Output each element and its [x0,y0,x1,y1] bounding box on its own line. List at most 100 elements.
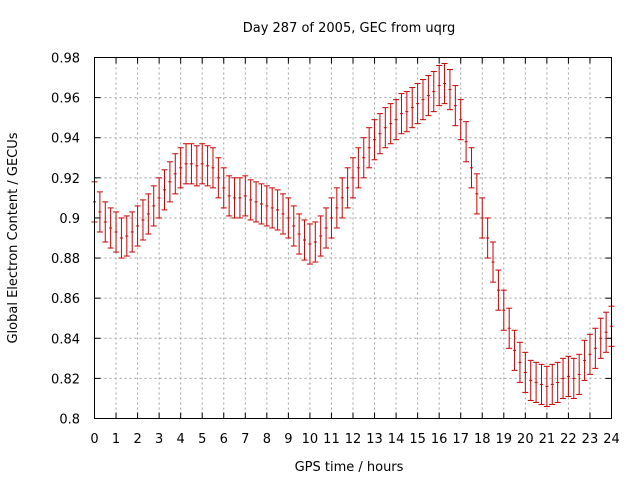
data-point [258,183,265,225]
x-tick-label: 5 [198,432,206,447]
data-point [393,99,400,141]
data-point [468,147,475,189]
data-point [242,175,249,217]
data-point [473,173,480,215]
data-point [463,121,470,163]
data-point [285,197,292,239]
data-point [533,361,540,403]
data-point [247,179,254,221]
data-point [527,359,534,401]
data-point [145,193,152,235]
data-point [328,197,335,239]
data-point [543,365,550,407]
data-point [118,217,125,259]
x-tick-label: 16 [431,432,448,447]
data-point [339,177,346,219]
data-point [123,215,130,257]
x-tick-label: 17 [452,432,469,447]
x-tick-label: 14 [388,432,405,447]
x-tick-label: 18 [474,432,491,447]
y-tick-label: 0.82 [51,372,80,387]
data-point [495,269,502,311]
plot-frame [94,57,612,419]
data-point [565,355,572,397]
x-tick-label: 2 [133,432,141,447]
x-tick-label: 13 [366,432,383,447]
data-point [576,353,583,395]
y-axis: 0.8 0.82 0.84 0.86 0.88 0.9 0.92 0.94 0.96 0.98 [51,52,612,428]
data-point [592,327,599,369]
data-point [312,221,319,263]
data-point [446,69,453,111]
x-tick-label: 11 [323,432,340,447]
data-point [549,363,556,405]
data-point [452,85,459,127]
data-point [199,143,206,185]
data-point [516,341,523,383]
y-tick-label: 0.98 [51,52,80,67]
data-point [360,137,367,179]
data-point [420,79,427,121]
data-point [209,147,216,189]
y-tick-label: 0.92 [51,172,80,187]
data-point [183,143,190,185]
data-point [430,71,437,113]
x-tick-label: 22 [560,432,577,447]
data-point [398,93,405,135]
data-point [414,83,421,125]
chart-title: Day 287 of 2005, GEC from uqrg [243,21,456,36]
y-tick-label: 0.88 [51,252,80,267]
data-point [457,99,464,141]
data-point [500,289,507,331]
data-point [560,357,567,399]
data-point [366,127,373,169]
y-tick-label: 0.86 [51,292,80,307]
data-point [226,175,233,217]
data-point [506,307,513,349]
x-tick-label: 15 [409,432,426,447]
data-point [490,241,497,283]
data-point [177,147,184,189]
data-point [204,145,211,187]
y-tick-label: 0.9 [59,212,80,227]
x-tick-label: 7 [241,432,249,447]
data-point [236,177,243,219]
data-point [436,65,443,107]
data-point [371,119,378,161]
data-point [570,357,577,399]
data-point [231,177,238,219]
x-tick-label: 23 [582,432,599,447]
x-tick-label: 20 [517,432,534,447]
data-point [306,223,313,265]
x-tick-label: 6 [220,432,228,447]
data-point [382,107,389,149]
data-point [597,317,604,359]
data-point [150,185,157,227]
x-axis-label: GPS time / hours [295,460,404,475]
data-point [441,63,448,105]
data-point [166,161,173,203]
data-point [323,207,330,249]
x-axis: 0 1 2 3 4 5 6 7 8 9 10 11 12 13 14 15 16 17 18 19 20 21 22 23 24 [90,57,620,447]
x-tick-label: 9 [284,432,292,447]
x-tick-label: 0 [90,432,98,447]
data-point [102,201,109,243]
y-tick-label: 0.84 [51,332,80,347]
data-point [522,351,529,393]
gec-series [91,63,615,407]
data-point [253,181,260,223]
data-point [484,217,491,259]
data-point [333,187,340,229]
x-tick-label: 10 [302,432,319,447]
x-tick-label: 19 [496,432,513,447]
x-tick-label: 24 [603,432,620,447]
data-point [139,199,146,241]
data-point [387,103,394,145]
data-point [107,207,114,249]
data-point [403,91,410,133]
x-tick-label: 12 [345,432,362,447]
data-point [161,169,168,211]
data-point [301,219,308,261]
data-point [263,185,270,227]
